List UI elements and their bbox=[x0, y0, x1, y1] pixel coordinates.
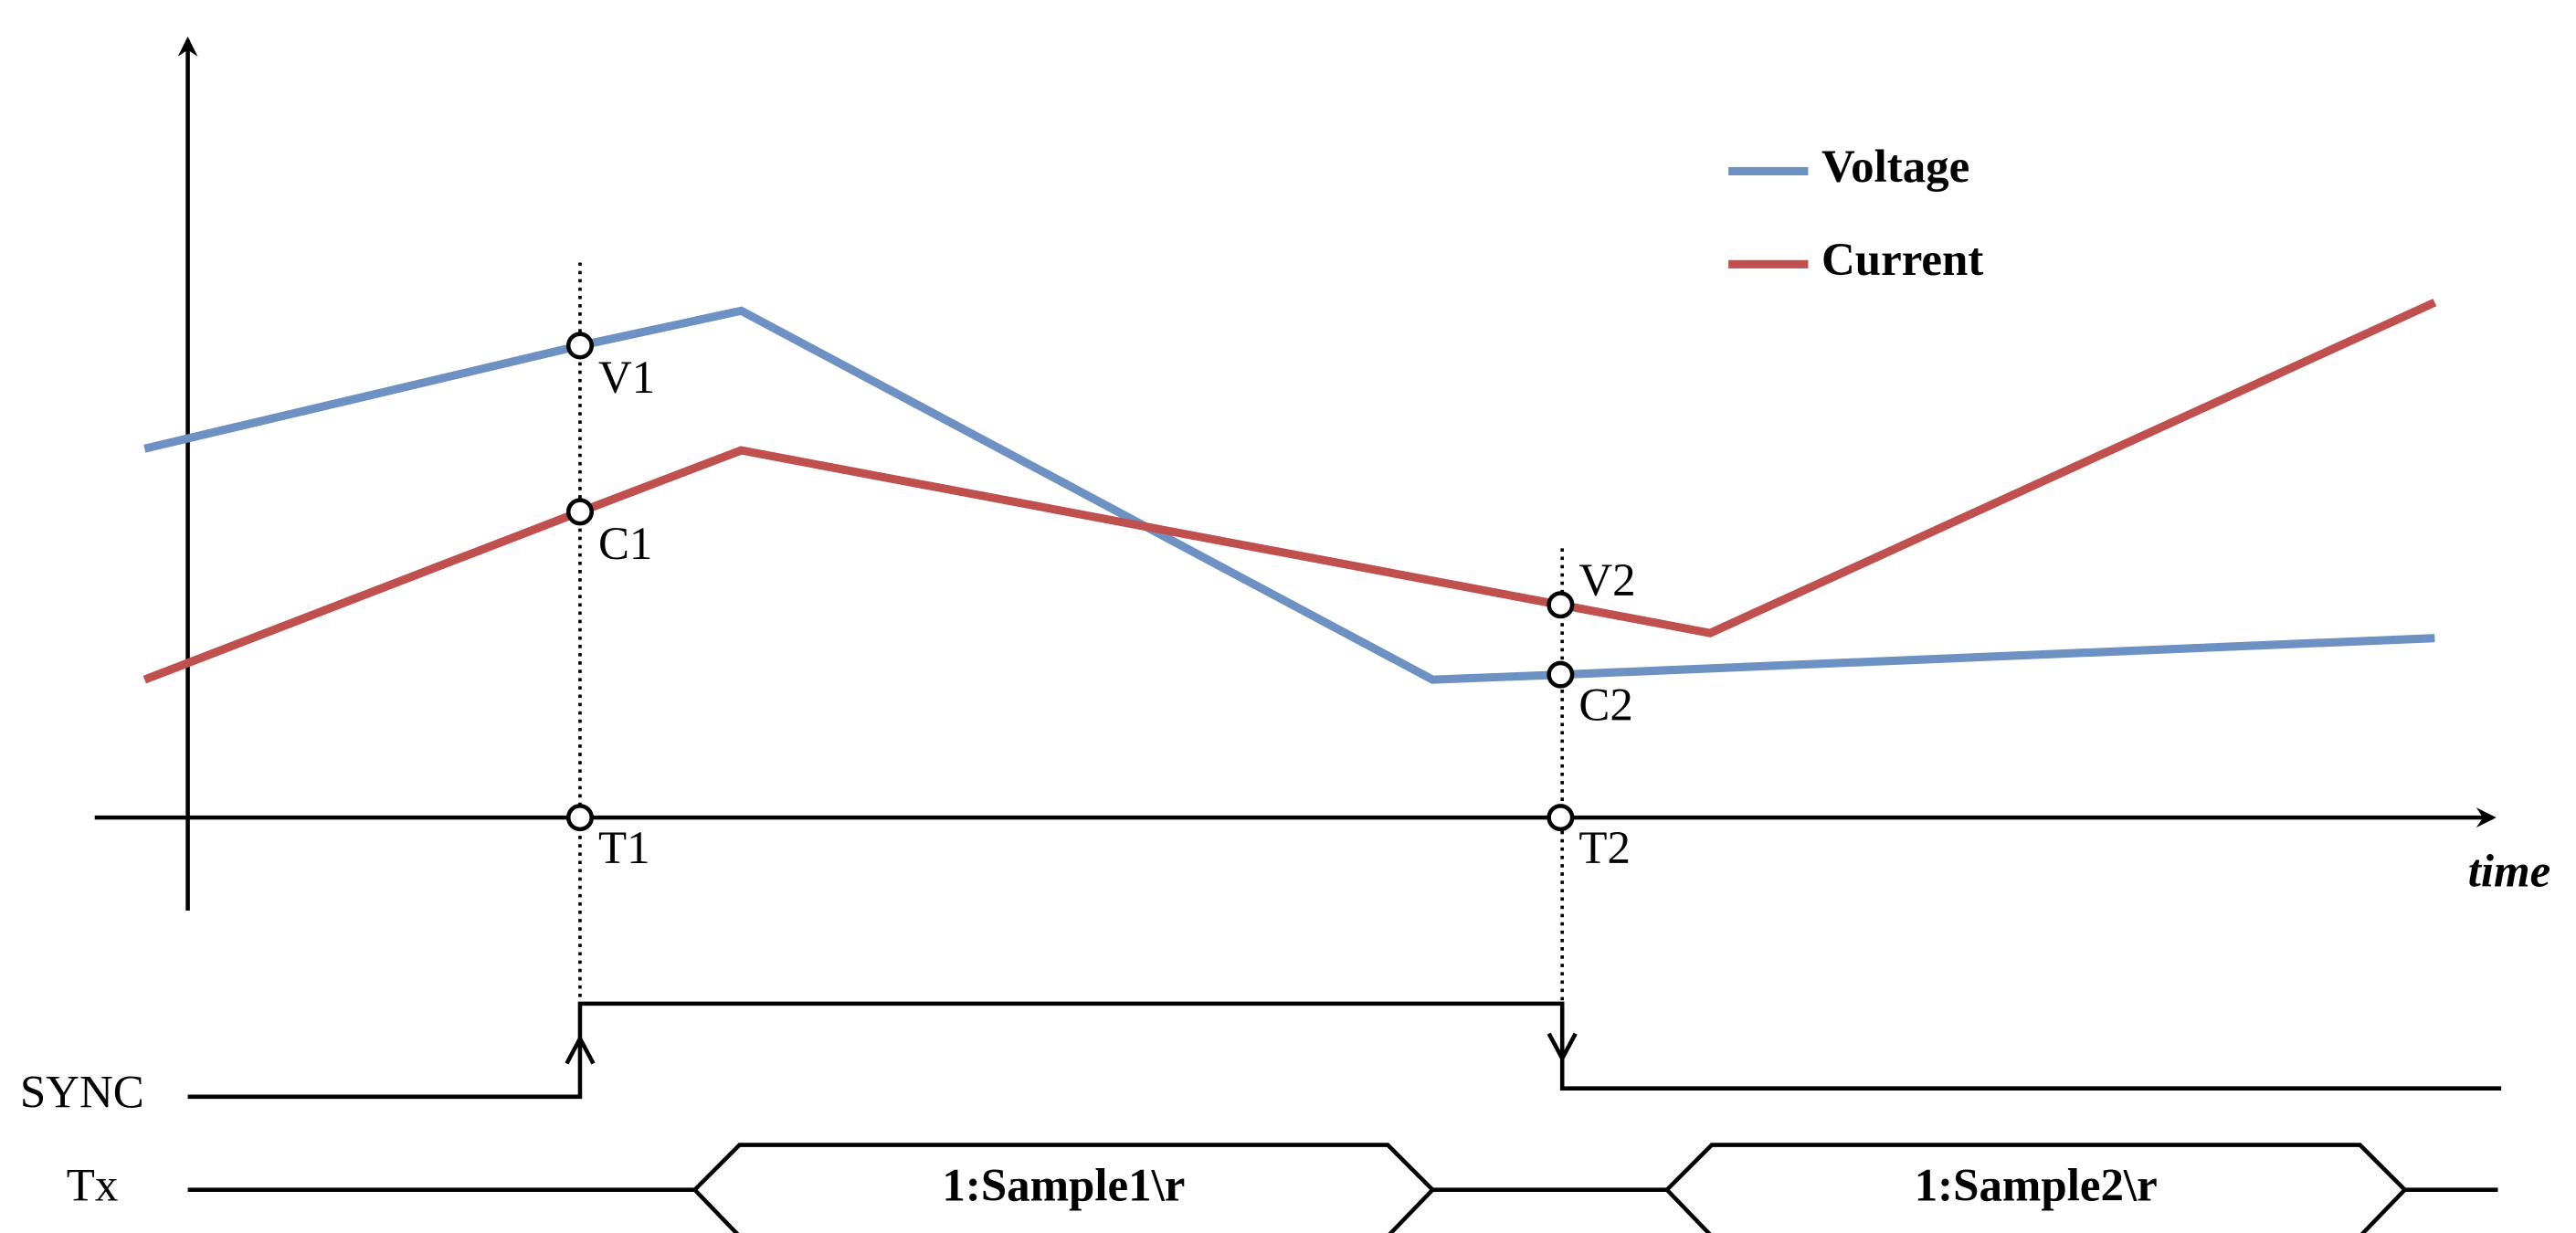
sample-point bbox=[565, 804, 594, 832]
sample-points bbox=[565, 332, 1575, 832]
signal-label: SYNC bbox=[20, 1067, 144, 1118]
sample-point bbox=[1547, 660, 1575, 689]
packet-label: 1:Sample2\r bbox=[1915, 1160, 2158, 1211]
point-label: V1 bbox=[598, 353, 655, 404]
point-label: V2 bbox=[1578, 555, 1635, 606]
sample-point bbox=[1547, 591, 1575, 619]
tx-signal bbox=[187, 1143, 2498, 1233]
legend-label: Current bbox=[1821, 235, 1983, 286]
tx-packet bbox=[692, 1143, 1436, 1233]
x-axis-label: time bbox=[2468, 847, 2551, 898]
sample-point bbox=[565, 498, 594, 526]
point-label: T1 bbox=[598, 823, 650, 874]
voltage-line bbox=[143, 306, 2435, 684]
point-label: T2 bbox=[1578, 823, 1631, 874]
sync-signal bbox=[187, 1001, 2502, 1100]
rising-edge bbox=[565, 1034, 596, 1065]
sample-point bbox=[565, 332, 594, 360]
falling-edge bbox=[1547, 1032, 1578, 1063]
sample-point bbox=[1547, 804, 1575, 832]
packet-label: 1:Sample1\r bbox=[942, 1160, 1185, 1211]
current-line bbox=[143, 299, 2437, 684]
point-label: C2 bbox=[1578, 680, 1632, 732]
signal-label: Tx bbox=[67, 1160, 119, 1211]
point-label: C1 bbox=[598, 519, 652, 570]
legend-label: Voltage bbox=[1821, 142, 1969, 193]
